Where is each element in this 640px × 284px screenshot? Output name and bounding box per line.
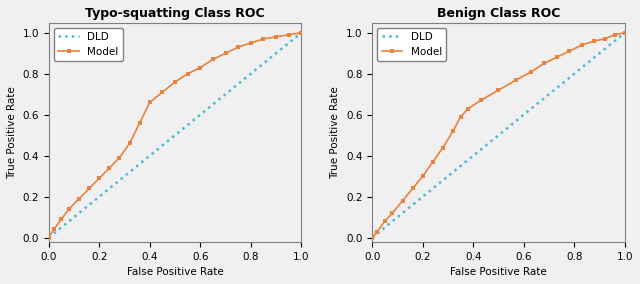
Model xyxy=(272,35,280,39)
Model xyxy=(465,107,472,110)
X-axis label: False Positive Rate: False Positive Rate xyxy=(450,267,547,277)
Model xyxy=(439,146,447,149)
Model xyxy=(75,197,83,201)
Legend: DLD, Model: DLD, Model xyxy=(54,28,123,61)
Line: Model: Model xyxy=(371,31,627,239)
Model xyxy=(601,37,609,41)
Model xyxy=(285,33,292,37)
Model xyxy=(196,66,204,69)
Model xyxy=(553,56,561,59)
Model xyxy=(136,121,143,125)
Model xyxy=(429,160,436,164)
Y-axis label: True Positive Rate: True Positive Rate xyxy=(7,86,17,179)
Model xyxy=(234,45,242,49)
Model xyxy=(540,62,548,65)
Model xyxy=(409,187,417,190)
Model xyxy=(419,174,426,178)
Model xyxy=(527,70,535,73)
Model xyxy=(146,101,154,104)
Model xyxy=(50,228,58,231)
Model xyxy=(373,230,381,233)
Y-axis label: True Positive Rate: True Positive Rate xyxy=(330,86,340,179)
Model xyxy=(45,236,52,239)
Model xyxy=(621,31,628,34)
X-axis label: False Positive Rate: False Positive Rate xyxy=(127,267,223,277)
Model xyxy=(221,51,229,55)
Model xyxy=(247,41,255,45)
Model xyxy=(85,187,93,190)
Model xyxy=(611,33,618,37)
Model xyxy=(449,130,457,133)
Model xyxy=(106,166,113,170)
Model xyxy=(184,72,191,76)
Model xyxy=(565,49,573,53)
Model xyxy=(171,80,179,83)
Model xyxy=(591,39,598,43)
Model xyxy=(159,91,166,94)
Model xyxy=(298,31,305,34)
Model xyxy=(95,177,103,180)
Model xyxy=(477,99,484,102)
Model xyxy=(381,220,388,223)
Model xyxy=(260,37,268,41)
Model xyxy=(65,207,73,211)
Model xyxy=(116,156,124,159)
Model xyxy=(369,236,376,239)
Model xyxy=(388,211,396,215)
Model xyxy=(495,88,502,92)
Model xyxy=(399,199,406,202)
Line: Model: Model xyxy=(47,31,303,239)
Title: Typo-squatting Class ROC: Typo-squatting Class ROC xyxy=(85,7,265,20)
Model xyxy=(209,58,217,61)
Model xyxy=(457,115,465,118)
Model xyxy=(578,43,586,47)
Model xyxy=(513,78,520,82)
Model xyxy=(125,142,133,145)
Title: Benign Class ROC: Benign Class ROC xyxy=(437,7,560,20)
Legend: DLD, Model: DLD, Model xyxy=(378,28,446,61)
Model xyxy=(58,218,65,221)
